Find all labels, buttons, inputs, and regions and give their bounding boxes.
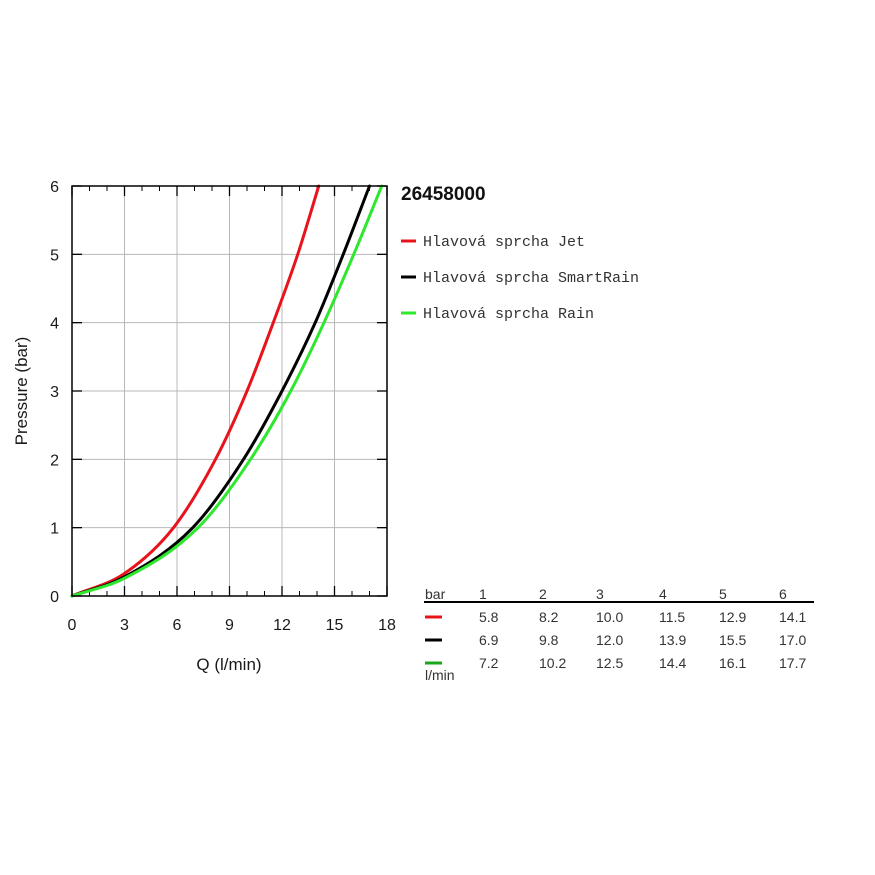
table-cell: 13.9: [659, 632, 686, 648]
x-tick-label: 0: [68, 617, 77, 634]
table-pressure-header: 2: [539, 586, 547, 602]
legend-label: Hlavová sprcha Rain: [423, 306, 594, 323]
table-cell: 17.0: [779, 632, 806, 648]
series-lines: [70, 184, 384, 598]
flow-table: bar 1 2 3 4 5 6 5.8 8.2 10.0 11.5 12.9 14.1 6.9 9.8 12.…: [424, 586, 814, 683]
y-tick-label: 4: [50, 316, 59, 333]
table-cell: 11.5: [659, 609, 685, 625]
table-pressure-header: 1: [479, 586, 487, 602]
table-cell: 10.0: [596, 609, 623, 625]
y-axis-title: Pressure (bar): [12, 337, 31, 446]
table-cell: 6.9: [479, 632, 499, 648]
x-tick-label: 18: [378, 617, 396, 634]
legend-label: Hlavová sprcha SmartRain: [423, 270, 639, 287]
table-cell: 7.2: [479, 655, 499, 671]
table-unit-label: l/min: [425, 667, 455, 683]
legend: Hlavová sprcha Jet Hlavová sprcha SmartRa…: [401, 234, 639, 323]
x-tick-label: 3: [120, 617, 129, 634]
y-tick-label: 0: [50, 589, 59, 606]
legend-label: Hlavová sprcha Jet: [423, 234, 585, 251]
y-tick-label: 1: [50, 521, 59, 538]
table-pressure-header: 5: [719, 586, 727, 602]
grid: [72, 186, 387, 596]
table-cell: 14.4: [659, 655, 686, 671]
x-axis-title: Q (l/min): [196, 655, 261, 674]
table-pressure-header: 3: [596, 586, 604, 602]
series-line-2: [70, 184, 384, 598]
x-tick-label: 6: [173, 617, 182, 634]
series-line-0: [70, 184, 321, 598]
plot-frame: [71, 185, 388, 597]
table-cell: 12.0: [596, 632, 623, 648]
table-cell: 15.5: [719, 632, 746, 648]
table-cell: 14.1: [779, 609, 806, 625]
table-cell: 12.9: [719, 609, 746, 625]
y-tick-label: 6: [50, 179, 59, 196]
table-cell: 16.1: [719, 655, 746, 671]
x-tick-label: 12: [273, 617, 291, 634]
x-tick-label: 9: [225, 617, 234, 634]
table-pressure-header: 6: [779, 586, 787, 602]
chart-title: 26458000: [401, 184, 486, 205]
series-line-1: [70, 184, 371, 598]
x-tick-label: 15: [326, 617, 344, 634]
table-cell: 17.7: [779, 655, 806, 671]
table-pressure-header: 4: [659, 586, 667, 602]
table-cell: 5.8: [479, 609, 499, 625]
y-tick-label: 5: [50, 247, 59, 264]
y-tick-label: 3: [50, 384, 59, 401]
table-cell: 9.8: [539, 632, 559, 648]
table-cell: 10.2: [539, 655, 566, 671]
y-tick-label: 2: [50, 452, 59, 469]
table-cell: 8.2: [539, 609, 559, 625]
table-header-label: bar: [425, 586, 446, 602]
table-cell: 12.5: [596, 655, 623, 671]
